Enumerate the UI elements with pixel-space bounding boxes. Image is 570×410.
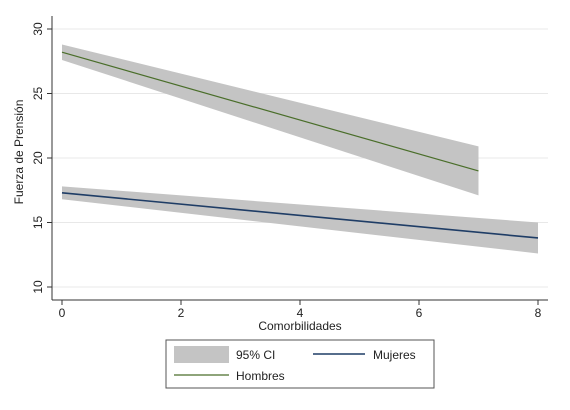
x-tick-label: 6 xyxy=(416,306,423,320)
series-line-mujeres xyxy=(61,192,539,239)
x-tick-label: 4 xyxy=(297,306,304,320)
y-tick-label: 30 xyxy=(31,22,45,36)
legend: 95% CI Mujeres Hombres xyxy=(165,339,435,389)
legend-ci-label: 95% CI xyxy=(236,348,275,362)
x-tick-label: 2 xyxy=(178,306,185,320)
ci-band-mujeres xyxy=(62,186,538,254)
legend-mujeres-label: Mujeres xyxy=(373,348,416,362)
y-tick-label: 15 xyxy=(31,216,45,230)
series-lines xyxy=(61,51,539,239)
series-line-hombres xyxy=(61,51,479,172)
y-tick-label: 20 xyxy=(31,151,45,165)
axes: 0 2 4 6 8 10 15 20 25 30 xyxy=(31,16,548,320)
legend-box xyxy=(165,339,435,389)
x-tick-label: 8 xyxy=(535,306,542,320)
x-axis-label: Comorbilidades xyxy=(258,319,341,333)
x-tick-label: 0 xyxy=(59,306,66,320)
y-tick-label: 10 xyxy=(31,280,45,294)
legend-hombres-label: Hombres xyxy=(236,369,285,383)
y-tick-label: 25 xyxy=(31,87,45,101)
y-axis-label: Fuerza de Prensión xyxy=(12,100,26,205)
legend-ci-swatch xyxy=(174,346,229,363)
